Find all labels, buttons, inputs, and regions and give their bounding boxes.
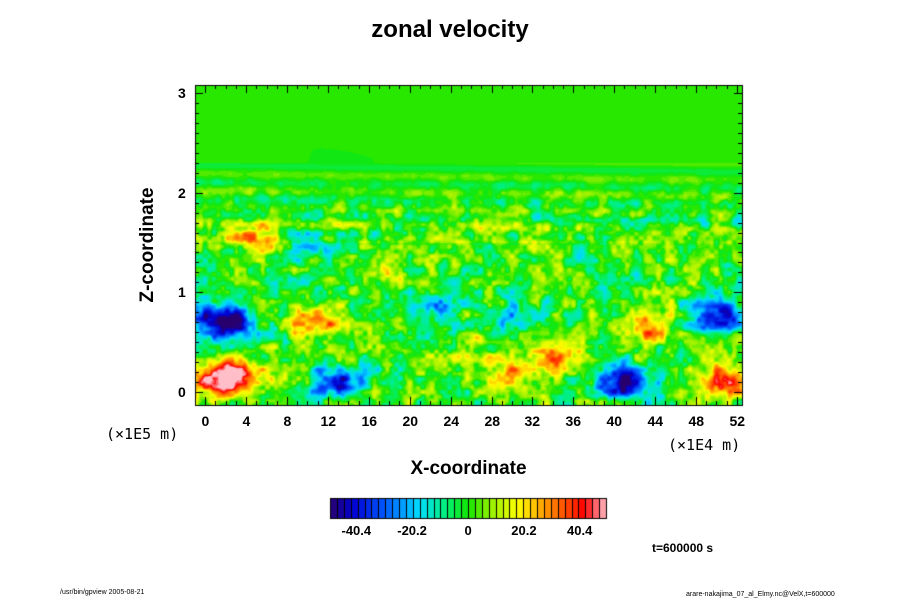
x-tick-label: 20 xyxy=(402,413,419,429)
x-axis-label: X-coordinate xyxy=(410,458,527,479)
y-tick-label: 3 xyxy=(178,84,186,101)
x-tick-label: 48 xyxy=(688,413,705,429)
colorbar-tick-label: -40.4 xyxy=(341,523,372,538)
x-tick-label: 40 xyxy=(606,413,623,429)
footer-left: /usr/bin/gpview 2005-08-21 xyxy=(60,589,145,596)
y-unit-label: (×1E5 m) xyxy=(106,425,179,443)
y-tick-label: 2 xyxy=(178,184,186,201)
x-tick-label: 16 xyxy=(361,413,378,429)
x-tick-label: 36 xyxy=(565,413,582,429)
colorbar-tick-label: 40.4 xyxy=(567,523,593,538)
x-tick-label: 24 xyxy=(443,413,460,429)
colorbar-tick-label: -20.2 xyxy=(397,523,427,538)
chart-title: zonal velocity xyxy=(371,16,529,43)
y-tick-label: 0 xyxy=(178,383,186,400)
x-tick-label: 0 xyxy=(201,413,210,429)
colorbar-tick-label: 0 xyxy=(464,523,472,538)
time-label: t=600000 s xyxy=(652,541,714,555)
x-tick-label: 44 xyxy=(647,413,664,429)
footer-right: arare-nakajima_07_al_Elmy.nc@VelX,t=6000… xyxy=(686,591,835,598)
colorbar-tick-label: 20.2 xyxy=(511,523,537,538)
x-tick-label: 4 xyxy=(242,413,251,429)
x-tick-label: 12 xyxy=(320,413,337,429)
y-tick-label: 1 xyxy=(178,283,186,300)
x-tick-label: 28 xyxy=(484,413,501,429)
x-tick-label: 52 xyxy=(729,413,746,429)
x-unit-label: (×1E4 m) xyxy=(668,436,741,454)
x-tick-label: 8 xyxy=(283,413,292,429)
y-axis-label: Z-coordinate xyxy=(137,187,158,303)
x-tick-label: 32 xyxy=(524,413,541,429)
